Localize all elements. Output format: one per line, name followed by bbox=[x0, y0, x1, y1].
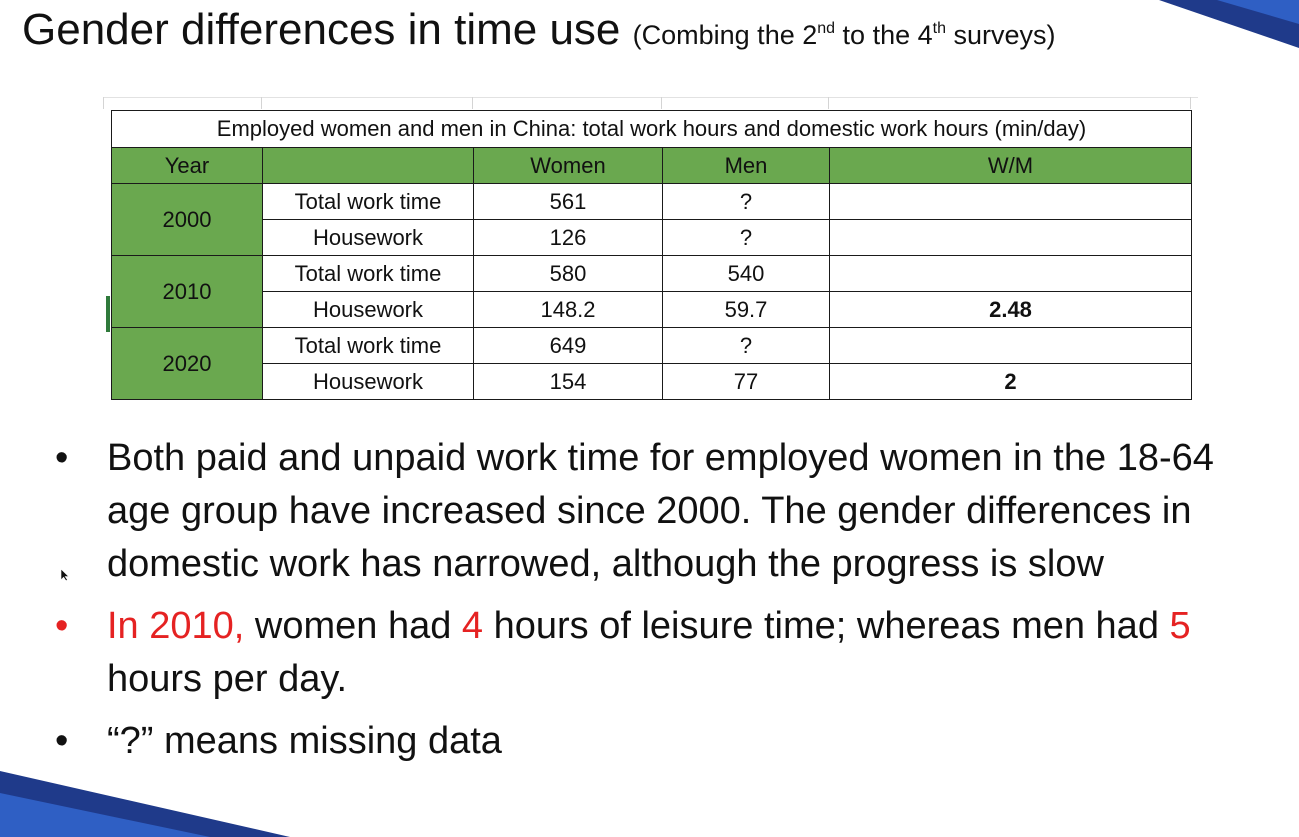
header-wm-ratio: W/M bbox=[828, 147, 1193, 184]
women-cell: 649 bbox=[473, 327, 663, 364]
wm-cell bbox=[828, 183, 1193, 220]
header-men: Men bbox=[662, 147, 830, 184]
slide-title: Gender differences in time use (Combing … bbox=[22, 3, 1056, 62]
wm-cell: 2 bbox=[828, 363, 1193, 400]
category-cell: Total work time bbox=[262, 327, 474, 364]
bullet-text: “?” means missing data bbox=[107, 720, 502, 762]
table-caption: Employed women and men in China: total w… bbox=[110, 110, 1193, 148]
highlight-text: In 2010, bbox=[107, 605, 245, 647]
category-cell: Housework bbox=[262, 291, 474, 328]
bullet-symbol: • bbox=[55, 720, 69, 762]
subtitle-part: to the 4 bbox=[835, 20, 933, 50]
table-row: 2020 Total work time 649 ? bbox=[111, 327, 1193, 400]
men-cell: 540 bbox=[662, 255, 830, 292]
title-main: Gender differences in time use bbox=[22, 5, 621, 54]
highlight-text: 4 bbox=[461, 605, 484, 647]
women-cell: 148.2 bbox=[473, 291, 663, 328]
bullet-text: In 2010, women had 4 hours of leisure ti… bbox=[107, 605, 1191, 700]
men-cell: ? bbox=[662, 219, 830, 256]
table-row: Housework 154 77 2 bbox=[112, 363, 1193, 400]
subtitle-superscript: nd bbox=[817, 20, 836, 37]
category-cell: Housework bbox=[262, 219, 474, 256]
year-cell: 2020 bbox=[111, 327, 263, 400]
women-cell: 154 bbox=[473, 363, 663, 400]
bullet-symbol: • bbox=[55, 437, 69, 479]
subtitle-part: surveys) bbox=[945, 20, 1056, 50]
year-cell: 2000 bbox=[111, 183, 263, 256]
category-cell: Total work time bbox=[262, 183, 474, 220]
category-cell: Housework bbox=[262, 363, 474, 400]
bullet-item: • “?” means missing data bbox=[55, 715, 1280, 768]
men-cell: 59.7 bbox=[662, 291, 830, 328]
bullet-text-part: hours per day. bbox=[107, 658, 348, 700]
bullet-text: Both paid and unpaid work time for emplo… bbox=[107, 437, 1214, 585]
men-cell: ? bbox=[662, 327, 830, 364]
header-category bbox=[262, 147, 474, 184]
table-caption-row: Employed women and men in China: total w… bbox=[110, 110, 1193, 148]
bullet-list: • Both paid and unpaid work time for emp… bbox=[55, 432, 1280, 768]
subtitle-superscript: th bbox=[932, 20, 946, 37]
men-cell: 77 bbox=[662, 363, 830, 400]
bullet-symbol: • bbox=[55, 605, 69, 647]
bullet-text-part: hours of leisure time; whereas men had bbox=[483, 605, 1170, 647]
row-selection-marker bbox=[106, 296, 110, 332]
men-cell: ? bbox=[662, 183, 830, 220]
wm-cell: 2.48 bbox=[828, 291, 1193, 328]
corner-decoration-bottom bbox=[0, 771, 290, 837]
wm-cell bbox=[828, 219, 1193, 256]
women-cell: 580 bbox=[473, 255, 663, 292]
table-row: 2010 Total work time 580 540 bbox=[111, 255, 1193, 328]
table-row: 2000 Total work time 561 ? bbox=[111, 183, 1193, 256]
wm-cell bbox=[828, 327, 1193, 364]
subtitle-part: (Combing the 2 bbox=[632, 20, 818, 50]
wm-cell bbox=[828, 255, 1193, 292]
highlight-text: 5 bbox=[1169, 605, 1191, 647]
corner-decoration-top bbox=[1159, 0, 1299, 48]
women-cell: 561 bbox=[473, 183, 663, 220]
bullet-item: • In 2010, women had 4 hours of leisure … bbox=[55, 600, 1280, 706]
year-cell: 2010 bbox=[111, 255, 263, 328]
category-cell: Total work time bbox=[262, 255, 474, 292]
bullet-text-part: women had bbox=[244, 605, 462, 647]
table-row: Housework 126 ? bbox=[112, 219, 1193, 256]
title-subtitle: (Combing the 2nd to the 4th surveys) bbox=[633, 20, 1056, 50]
mouse-pointer-icon bbox=[60, 569, 70, 581]
header-year: Year bbox=[111, 147, 263, 184]
header-women: Women bbox=[473, 147, 663, 184]
bullet-item: • Both paid and unpaid work time for emp… bbox=[55, 432, 1280, 591]
table-header-row: Year Women Men W/M bbox=[111, 147, 1193, 184]
women-cell: 126 bbox=[473, 219, 663, 256]
table-row: Housework 148.2 59.7 2.48 bbox=[112, 291, 1193, 328]
time-use-table: Employed women and men in China: total w… bbox=[110, 110, 1193, 400]
